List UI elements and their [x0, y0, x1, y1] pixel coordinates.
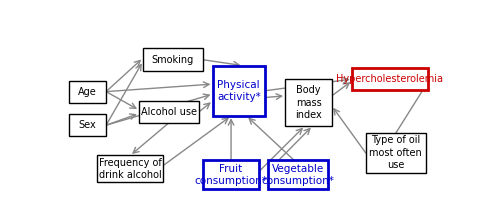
- Text: Age: Age: [78, 87, 97, 97]
- FancyBboxPatch shape: [203, 160, 259, 189]
- FancyBboxPatch shape: [70, 114, 106, 136]
- Text: Physical
activity*: Physical activity*: [217, 80, 260, 102]
- Text: Type of oil
most often
use: Type of oil most often use: [370, 136, 422, 170]
- Text: Alcohol use: Alcohol use: [141, 107, 197, 117]
- FancyBboxPatch shape: [143, 48, 203, 72]
- Text: Sex: Sex: [79, 120, 96, 130]
- FancyBboxPatch shape: [268, 160, 328, 189]
- FancyBboxPatch shape: [212, 66, 265, 116]
- FancyBboxPatch shape: [70, 81, 106, 102]
- Text: Body
mass
index: Body mass index: [295, 85, 322, 120]
- FancyBboxPatch shape: [352, 68, 428, 90]
- Text: Frequency of
drink alcohol: Frequency of drink alcohol: [99, 158, 162, 180]
- Text: Smoking: Smoking: [152, 55, 194, 65]
- Text: Vegetable
consumption*: Vegetable consumption*: [262, 164, 334, 186]
- Text: Fruit
consumption*: Fruit consumption*: [194, 164, 268, 186]
- FancyBboxPatch shape: [366, 133, 426, 173]
- FancyBboxPatch shape: [139, 101, 199, 123]
- FancyBboxPatch shape: [98, 155, 163, 182]
- FancyBboxPatch shape: [286, 79, 332, 126]
- Text: Hypercholesterolemia: Hypercholesterolemia: [336, 74, 444, 84]
